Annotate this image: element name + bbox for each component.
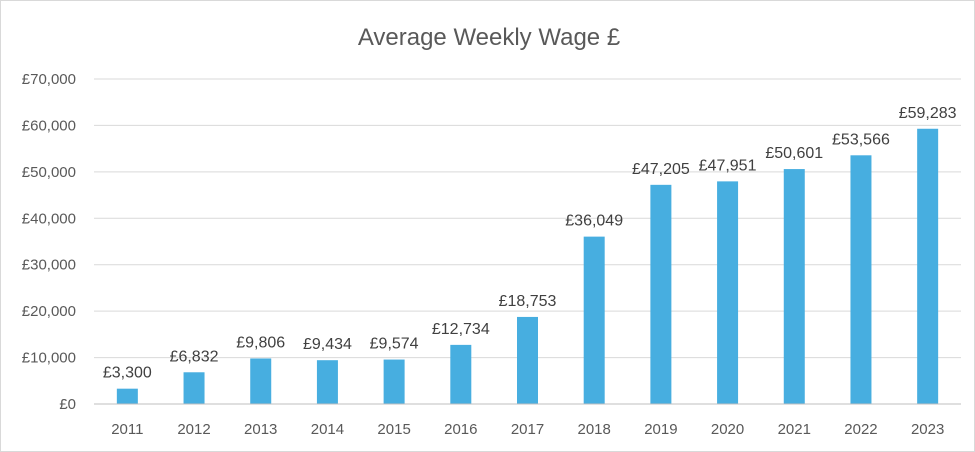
x-tick-label: 2016 [444, 421, 477, 438]
data-label: £6,832 [170, 348, 219, 365]
data-label: £50,601 [765, 145, 823, 162]
data-label: £59,283 [899, 105, 957, 122]
data-label: £18,753 [499, 293, 557, 310]
bar [917, 128, 939, 404]
gridlines [94, 78, 961, 405]
data-label: £3,300 [103, 365, 152, 382]
y-tick-label: £60,000 [22, 117, 76, 134]
bar [783, 169, 805, 404]
x-tick-label: 2011 [111, 421, 143, 438]
bar [116, 388, 138, 404]
x-tick-label: 2020 [711, 421, 744, 438]
x-tick-label: 2022 [844, 421, 877, 438]
data-label: £9,806 [236, 334, 285, 351]
bar [316, 360, 338, 404]
y-tick-label: £70,000 [22, 71, 76, 88]
bar [850, 155, 872, 404]
bar [650, 184, 672, 404]
x-tick-label: 2013 [244, 421, 277, 438]
x-tick-label: 2012 [177, 421, 210, 438]
bars [116, 128, 939, 404]
x-tick-label: 2018 [578, 421, 611, 438]
x-tick-label: 2014 [311, 421, 344, 438]
x-tick-label: 2019 [644, 421, 677, 438]
x-tick-label: 2023 [911, 421, 944, 438]
data-label: £36,049 [565, 213, 623, 230]
bar [450, 344, 472, 404]
bar [250, 358, 272, 404]
bar [383, 359, 405, 404]
bar [183, 372, 205, 404]
bar [583, 236, 605, 404]
data-label: £47,951 [699, 157, 757, 174]
chart-title: Average Weekly Wage £ [358, 24, 620, 51]
y-tick-label: £0 [59, 396, 76, 413]
y-tick-label: £20,000 [22, 303, 76, 320]
y-tick-label: £10,000 [22, 350, 76, 367]
bar [717, 181, 739, 404]
data-labels: £3,300 £6,832 £9,806 £9,434 £9,574 £12,734 £18… [103, 105, 957, 382]
x-tick-label: 2015 [377, 421, 410, 438]
bar [517, 316, 538, 404]
x-axis-ticks: 2011 2012 2013 2014 2015 2016 2017 2018 2019 2020… [94, 403, 961, 438]
y-tick-label: £40,000 [22, 210, 76, 227]
y-tick-label: £30,000 [22, 257, 76, 274]
y-axis-ticks: £0 £10,000 £20,000 £30,000 £40,000 £50,000 £60… [22, 71, 76, 413]
data-label: £53,566 [832, 131, 890, 148]
data-label: £47,205 [632, 161, 690, 178]
data-label: £9,434 [303, 336, 352, 353]
x-tick-label: 2021 [778, 421, 811, 438]
y-tick-label: £50,000 [22, 164, 76, 181]
data-label: £9,574 [370, 336, 419, 353]
x-tick-label: 2017 [511, 421, 544, 438]
data-label: £12,734 [432, 321, 490, 338]
